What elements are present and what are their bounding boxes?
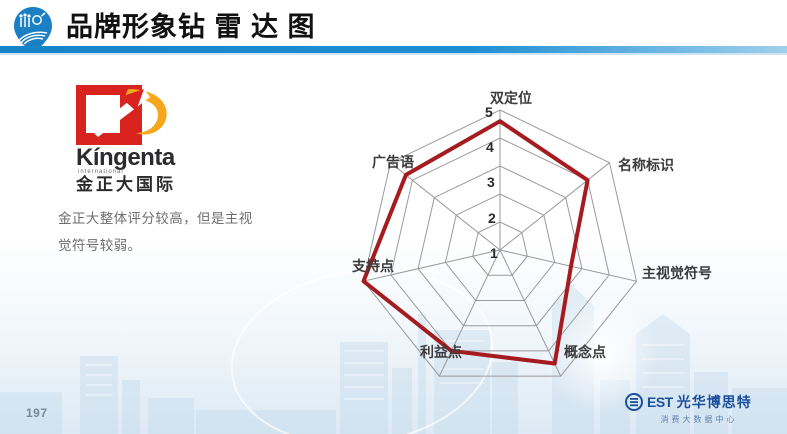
axis-label-0: 双定位 bbox=[490, 90, 532, 106]
radar-chart: 双定位 名称标识 主视觉符号 概念点 利益点 支持点 广告语 1 2 3 4 5 bbox=[330, 80, 730, 380]
radar-grid-ring bbox=[472, 221, 528, 276]
page-title: 品牌形象钻 雷 达 图 bbox=[66, 12, 316, 42]
summary-text: 金正大整体评分较高，但是主视 觉符号较弱。 bbox=[58, 205, 308, 259]
svg-text:international: international bbox=[78, 169, 124, 175]
footer-tagline: 消费大数据中心 bbox=[660, 415, 738, 424]
axis-label-5: 支持点 bbox=[352, 258, 394, 274]
header-accent-rule bbox=[0, 46, 787, 53]
location-pin-icon bbox=[14, 7, 52, 53]
summary-line-1: 金正大整体评分较高，但是主视 bbox=[58, 211, 253, 226]
best-mark-icon bbox=[625, 393, 643, 411]
radar-axis-spoke bbox=[499, 249, 562, 377]
radar-grid-ring bbox=[362, 109, 638, 377]
axis-label-3: 概念点 bbox=[564, 344, 606, 360]
axis-label-4: 利益点 bbox=[420, 344, 462, 360]
axis-label-1: 名称标识 bbox=[618, 157, 674, 173]
svg-text:Kíngenta: Kíngenta bbox=[76, 144, 176, 171]
radar-chart-plot bbox=[361, 109, 638, 377]
tick-label-5: 5 bbox=[485, 104, 493, 120]
tick-label-4: 4 bbox=[486, 139, 494, 155]
kingenta-logo-icon: Kíngenta international bbox=[76, 85, 176, 175]
best-logo-text-en: EST bbox=[647, 394, 673, 410]
best-logo-icon: EST 光华博思特 消费大数据中心 bbox=[625, 392, 773, 426]
tick-label-3: 3 bbox=[487, 174, 495, 190]
radar-grid-ring bbox=[444, 193, 556, 301]
best-logo-text-cn: 光华博思特 bbox=[676, 394, 752, 410]
axis-label-2: 主视觉符号 bbox=[642, 265, 712, 281]
slide-header: 品牌形象钻 雷 达 图 bbox=[0, 0, 787, 60]
axis-label-6: 广告语 bbox=[372, 154, 414, 170]
radar-axis-spoke bbox=[499, 249, 637, 282]
radar-grid-ring bbox=[390, 137, 610, 352]
tick-label-1: 1 bbox=[490, 245, 498, 261]
header-accent-rule-light bbox=[0, 53, 787, 55]
tick-label-2: 2 bbox=[488, 210, 496, 226]
radar-axis-spoke bbox=[390, 162, 501, 251]
brand-name-cn: 金正大国际 bbox=[76, 175, 176, 194]
radar-axis-spoke bbox=[499, 162, 610, 251]
radar-series-polygon bbox=[361, 119, 590, 366]
page-number: 197 bbox=[26, 406, 48, 420]
summary-line-2: 觉符号较弱。 bbox=[58, 238, 142, 253]
radar-grid-ring bbox=[417, 165, 583, 327]
radar-axis-spoke bbox=[363, 249, 501, 282]
radar-axis-spoke bbox=[438, 249, 501, 377]
